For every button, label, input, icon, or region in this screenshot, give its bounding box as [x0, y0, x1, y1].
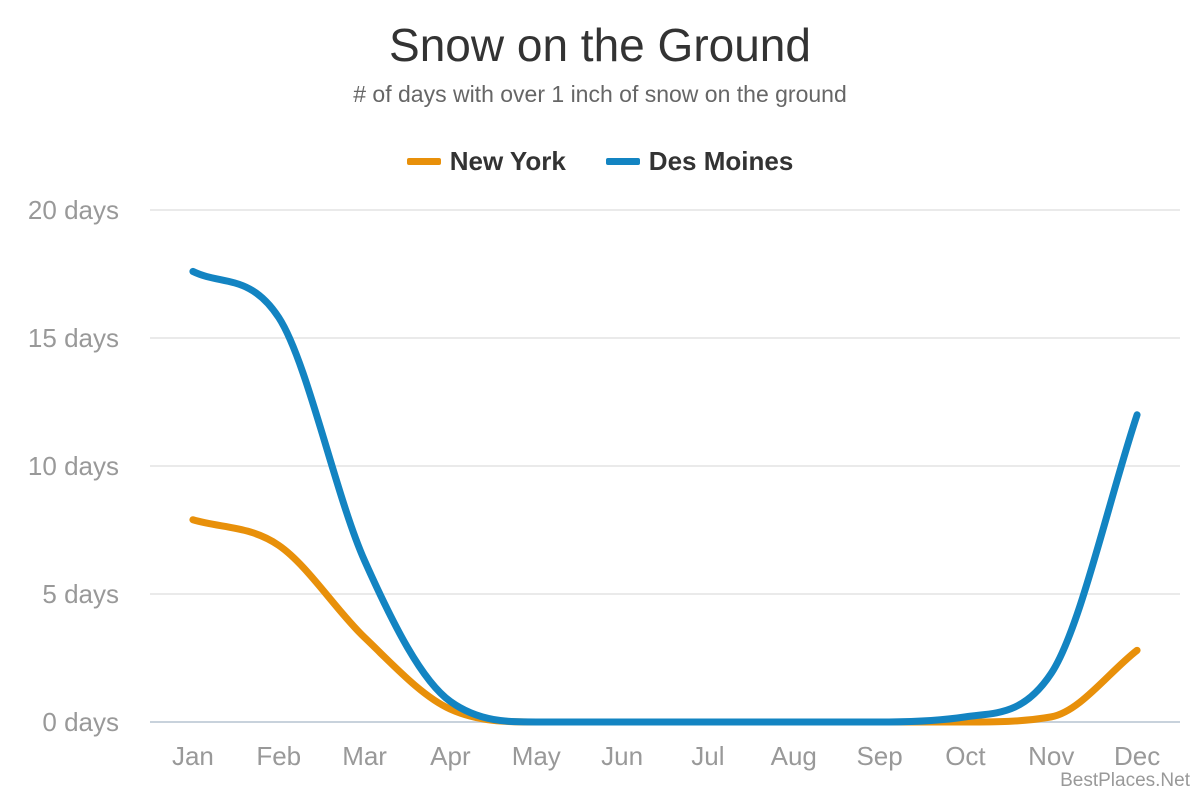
- y-tick-label-0: 0 days: [42, 707, 119, 737]
- x-tick-label-jan: Jan: [172, 741, 214, 771]
- legend-item-des-moines[interactable]: Des Moines: [605, 146, 794, 177]
- x-axis-ticks: Jan Feb Mar Apr May Jun Jul Aug Sep Oct Nov Dec: [172, 741, 1160, 771]
- x-tick-label-dec: Dec: [1114, 741, 1160, 771]
- legend-label-des-moines: Des Moines: [648, 146, 794, 176]
- y-axis-ticks: 0 days 5 days 10 days 15 days 20 days: [28, 195, 119, 737]
- x-tick-label-mar: Mar: [342, 741, 387, 771]
- legend-swatch-des-moines: [605, 158, 640, 165]
- legend-swatch-new-york: [406, 158, 441, 165]
- x-tick-label-feb: Feb: [256, 741, 301, 771]
- series-lines: [189, 267, 1141, 726]
- source-credit: BestPlaces.Net: [1060, 770, 1190, 791]
- x-tick-label-apr: Apr: [430, 741, 471, 771]
- chart-subtitle: # of days with over 1 inch of snow on th…: [353, 81, 847, 107]
- y-tick-label-15: 15 days: [28, 323, 119, 353]
- x-tick-label-may: May: [512, 741, 561, 771]
- y-tick-label-5: 5 days: [42, 579, 119, 609]
- x-tick-label-aug: Aug: [771, 741, 817, 771]
- x-tick-label-nov: Nov: [1028, 741, 1074, 771]
- chart-title: Snow on the Ground: [389, 19, 811, 71]
- series-line-des-moines[interactable]: [189, 267, 1141, 726]
- x-tick-label-sep: Sep: [856, 741, 902, 771]
- gridlines: [150, 209, 1180, 723]
- x-tick-label-oct: Oct: [945, 741, 986, 771]
- chart-legend: New York Des Moines: [0, 146, 1200, 177]
- y-tick-label-10: 10 days: [28, 451, 119, 481]
- legend-item-new-york[interactable]: New York: [406, 146, 566, 177]
- series-line-new-york[interactable]: [189, 516, 1141, 726]
- x-tick-label-jul: Jul: [691, 741, 724, 771]
- y-tick-label-20: 20 days: [28, 195, 119, 225]
- x-tick-label-jun: Jun: [601, 741, 643, 771]
- legend-label-new-york: New York: [449, 146, 566, 176]
